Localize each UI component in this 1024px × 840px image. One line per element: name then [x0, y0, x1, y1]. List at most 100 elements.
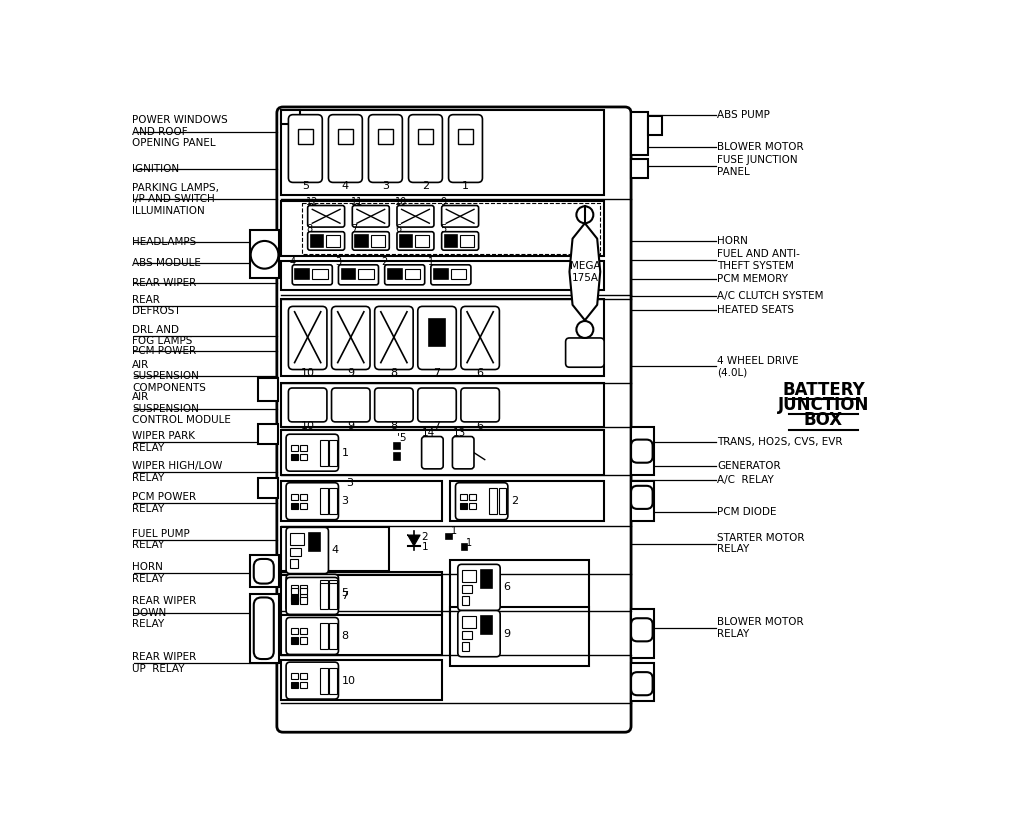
- Bar: [378, 129, 393, 144]
- Bar: [460, 502, 467, 509]
- Bar: [281, 481, 442, 521]
- Text: BLOWER MOTOR
RELAY: BLOWER MOTOR RELAY: [717, 617, 804, 639]
- Circle shape: [577, 321, 593, 338]
- Bar: [451, 269, 466, 280]
- Text: DRL AND
FOG LAMPS: DRL AND FOG LAMPS: [132, 325, 193, 346]
- Bar: [394, 454, 400, 459]
- Text: BOX: BOX: [804, 412, 843, 429]
- Text: 10: 10: [301, 369, 314, 378]
- Text: WIPER HIGH/LOW
RELAY: WIPER HIGH/LOW RELAY: [132, 461, 222, 483]
- FancyBboxPatch shape: [289, 388, 327, 422]
- Text: PCM MEMORY: PCM MEMORY: [717, 275, 788, 285]
- Text: 14: 14: [422, 428, 435, 438]
- Text: ABS PUMP: ABS PUMP: [717, 110, 770, 119]
- Bar: [434, 269, 447, 280]
- FancyBboxPatch shape: [631, 672, 652, 696]
- Bar: [355, 234, 368, 247]
- FancyBboxPatch shape: [332, 388, 370, 422]
- FancyBboxPatch shape: [286, 575, 339, 612]
- FancyBboxPatch shape: [254, 597, 273, 659]
- Bar: [291, 454, 298, 460]
- FancyBboxPatch shape: [631, 618, 652, 642]
- Bar: [291, 673, 298, 679]
- Bar: [250, 594, 280, 663]
- Text: 7: 7: [351, 223, 357, 234]
- Text: STARTER MOTOR
RELAY: STARTER MOTOR RELAY: [717, 533, 805, 554]
- Bar: [300, 502, 307, 509]
- Text: 3: 3: [382, 181, 389, 192]
- Text: 10: 10: [301, 421, 314, 431]
- FancyBboxPatch shape: [449, 114, 482, 182]
- Text: HORN: HORN: [717, 236, 749, 246]
- Text: 8: 8: [390, 369, 397, 378]
- Text: 5: 5: [342, 588, 348, 598]
- Bar: [281, 201, 604, 256]
- Text: REAR WIPER
UP  RELAY: REAR WIPER UP RELAY: [132, 652, 197, 674]
- Bar: [291, 638, 298, 643]
- Bar: [631, 609, 654, 659]
- Text: 9: 9: [503, 628, 510, 638]
- Bar: [258, 378, 278, 401]
- Bar: [330, 623, 337, 649]
- Text: 1: 1: [451, 526, 457, 536]
- Bar: [290, 533, 304, 545]
- Text: 5: 5: [302, 181, 309, 192]
- FancyBboxPatch shape: [307, 232, 345, 250]
- Text: A/C CLUTCH SYSTEM: A/C CLUTCH SYSTEM: [717, 291, 823, 302]
- Bar: [281, 300, 604, 376]
- Text: FUSE JUNCTION
PANEL: FUSE JUNCTION PANEL: [717, 155, 798, 177]
- Bar: [400, 234, 413, 247]
- Text: 9: 9: [347, 421, 354, 431]
- Text: 3: 3: [336, 257, 342, 267]
- FancyBboxPatch shape: [369, 114, 402, 182]
- FancyBboxPatch shape: [458, 564, 500, 611]
- Bar: [338, 129, 353, 144]
- FancyBboxPatch shape: [418, 307, 457, 370]
- Bar: [394, 443, 400, 449]
- Bar: [319, 580, 328, 606]
- Bar: [300, 454, 307, 460]
- Bar: [319, 488, 328, 514]
- Bar: [319, 623, 328, 649]
- Text: 10: 10: [342, 675, 355, 685]
- Bar: [310, 234, 323, 247]
- FancyBboxPatch shape: [397, 206, 434, 227]
- Bar: [462, 544, 467, 549]
- Bar: [462, 596, 469, 605]
- Bar: [446, 533, 452, 539]
- Bar: [481, 570, 492, 588]
- Text: 10: 10: [395, 197, 408, 207]
- FancyBboxPatch shape: [286, 662, 339, 699]
- Text: 2: 2: [511, 496, 518, 507]
- FancyBboxPatch shape: [456, 483, 508, 520]
- Bar: [291, 585, 298, 591]
- Bar: [451, 607, 589, 666]
- Bar: [281, 615, 442, 655]
- Bar: [648, 116, 662, 135]
- Bar: [429, 318, 445, 346]
- FancyBboxPatch shape: [352, 232, 389, 250]
- Bar: [291, 493, 298, 500]
- Bar: [281, 575, 442, 615]
- Bar: [342, 269, 355, 280]
- Bar: [460, 493, 467, 500]
- Text: PCM POWER: PCM POWER: [132, 346, 197, 356]
- Bar: [416, 234, 429, 247]
- Bar: [469, 493, 476, 500]
- Bar: [462, 616, 475, 628]
- FancyBboxPatch shape: [292, 265, 333, 285]
- Bar: [291, 597, 298, 604]
- Bar: [300, 595, 307, 601]
- Bar: [481, 616, 492, 634]
- Text: 7: 7: [342, 591, 348, 601]
- FancyBboxPatch shape: [332, 307, 370, 370]
- Text: HEATED SEATS: HEATED SEATS: [717, 305, 795, 315]
- Bar: [444, 234, 457, 247]
- Bar: [290, 559, 298, 568]
- Bar: [281, 261, 604, 290]
- Bar: [458, 129, 473, 144]
- Bar: [330, 439, 337, 465]
- Bar: [301, 203, 600, 254]
- Text: 8: 8: [390, 421, 397, 431]
- Text: '5: '5: [397, 433, 407, 443]
